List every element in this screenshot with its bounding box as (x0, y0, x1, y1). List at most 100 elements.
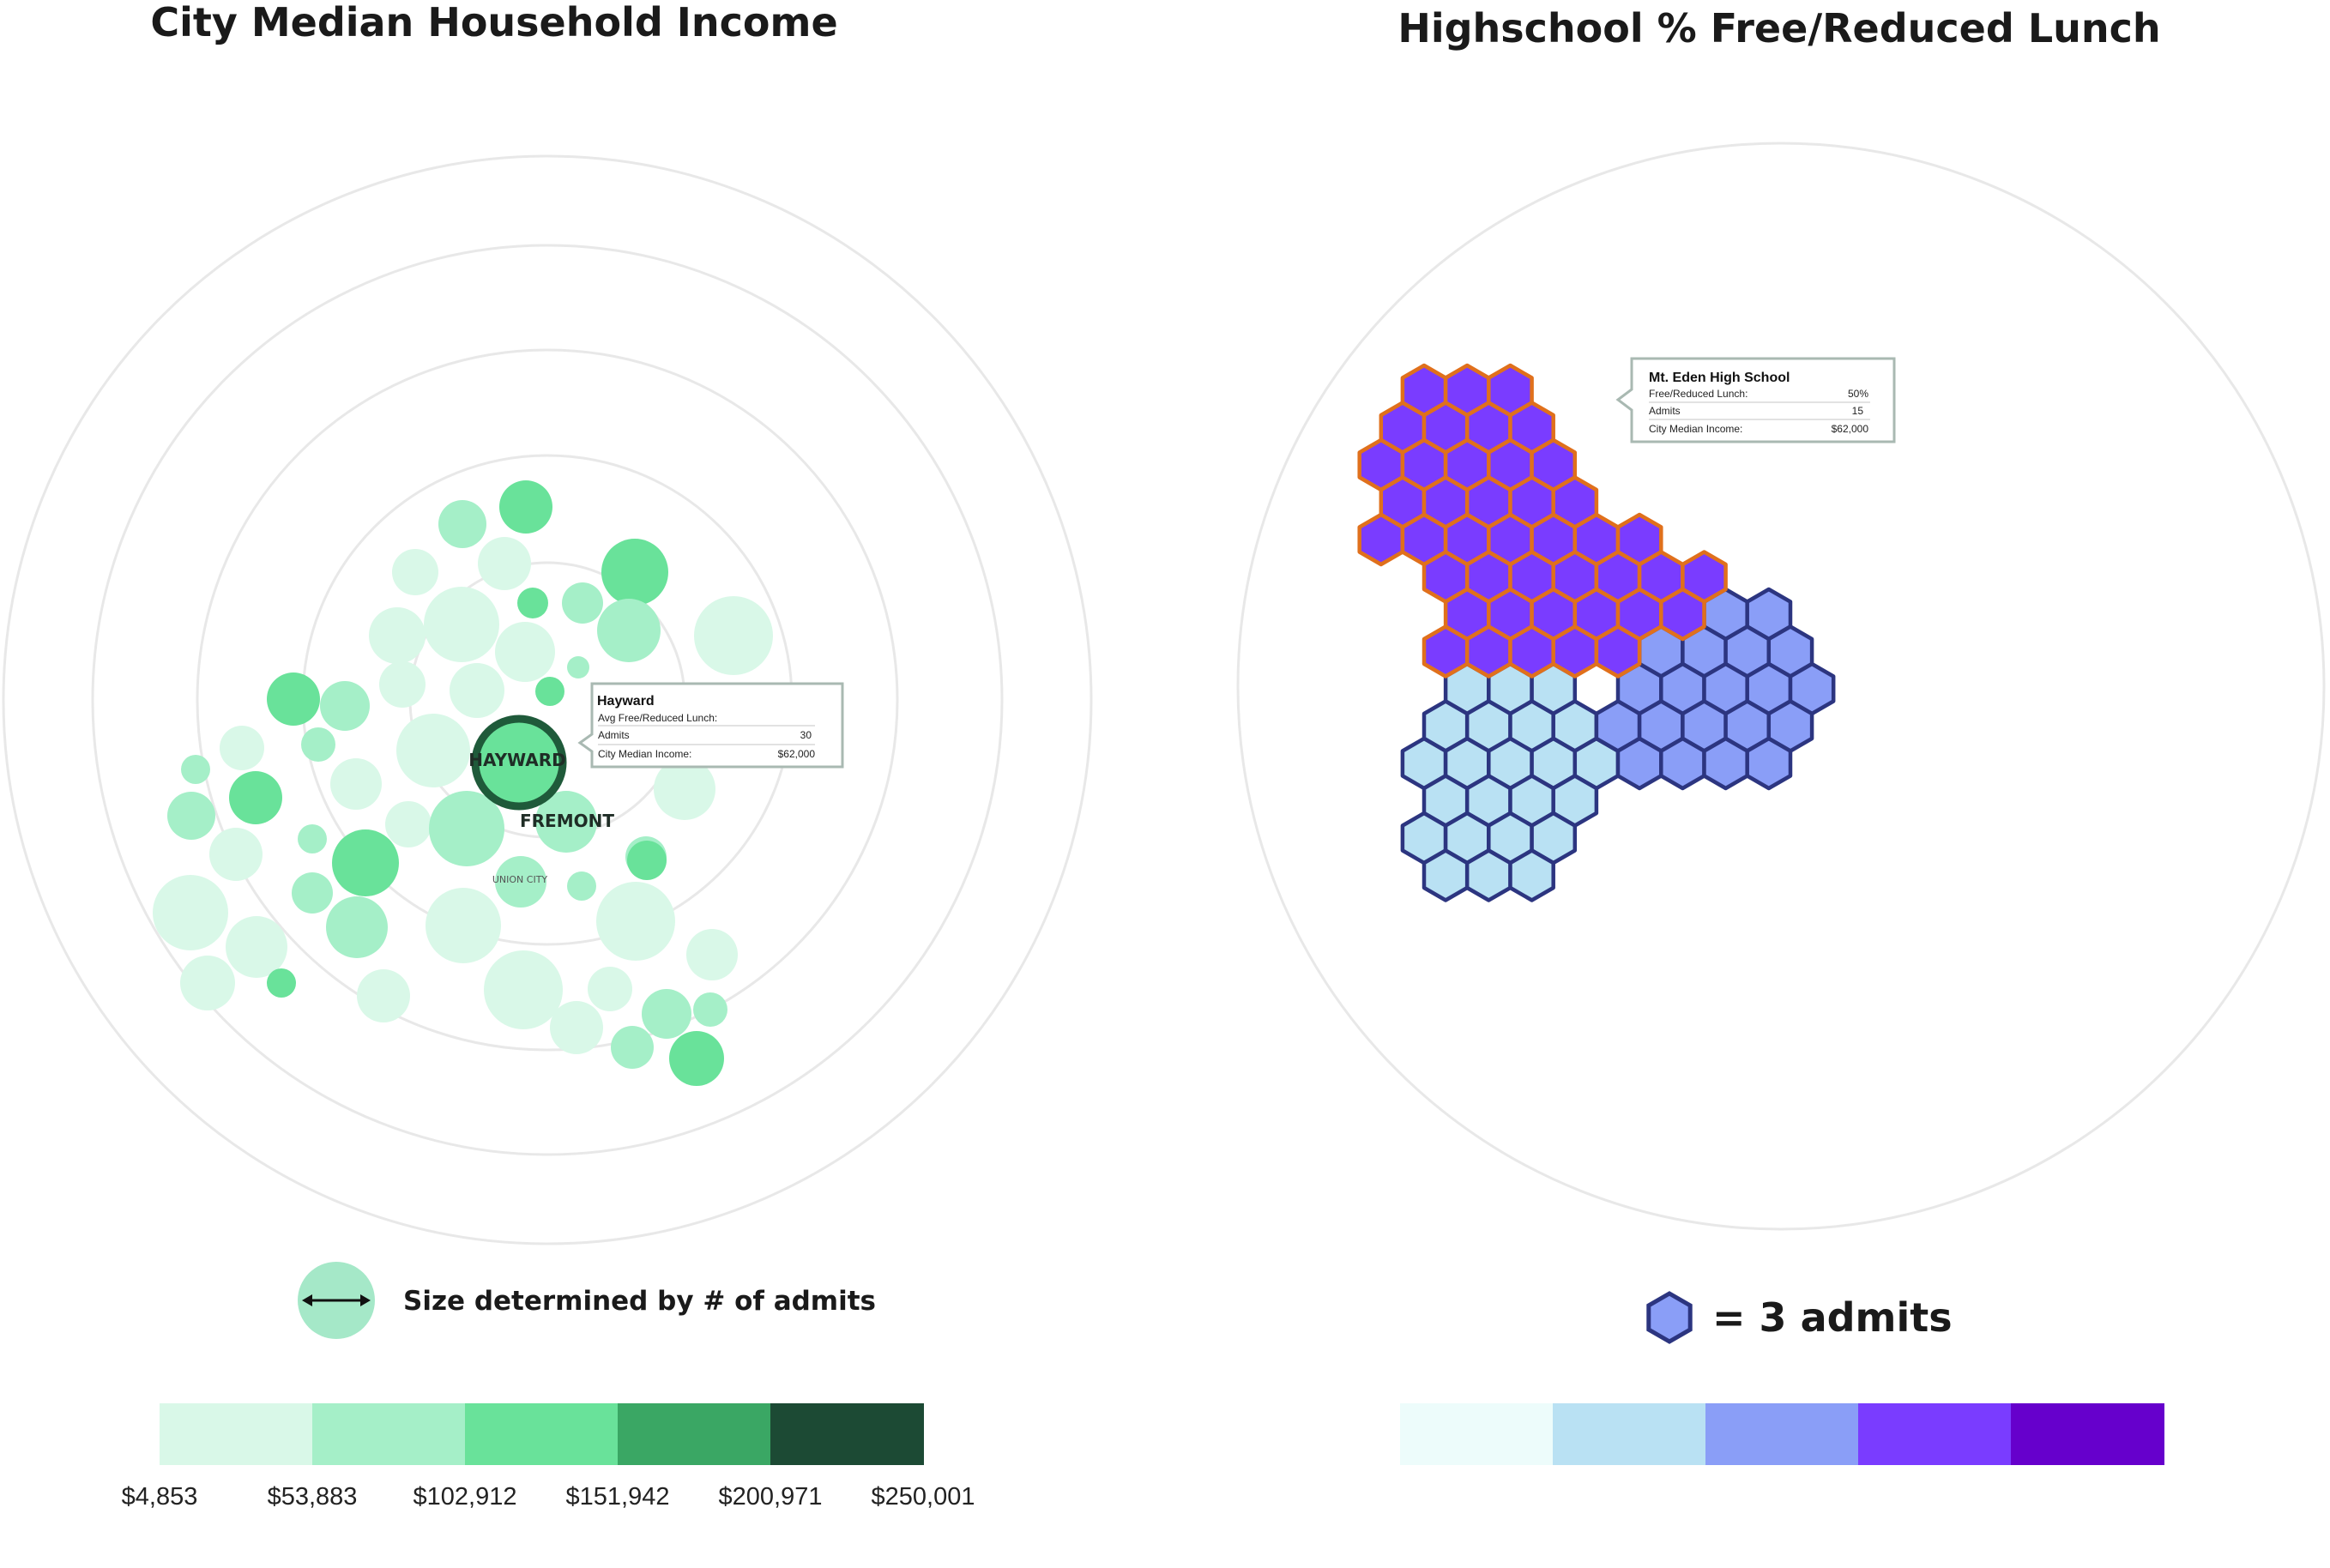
hex-group[interactable] (1594, 587, 1836, 791)
hexagon-icon (1646, 1291, 1693, 1344)
city-bubble[interactable] (326, 896, 388, 958)
city-bubble[interactable] (392, 549, 438, 595)
city-bubble[interactable] (597, 599, 661, 662)
tooltip-row-value: 30 (800, 729, 812, 741)
hexbin-cell[interactable] (1659, 736, 1706, 791)
city-bubble[interactable] (669, 1031, 724, 1086)
city-bubble[interactable] (357, 969, 410, 1022)
hexbin-cell[interactable] (1422, 624, 1470, 678)
lunch-color-legend (1400, 1403, 2164, 1465)
color-tick-label: $250,001 (872, 1483, 975, 1511)
city-bubble[interactable] (686, 929, 738, 980)
hexbin-cell[interactable] (1464, 624, 1512, 678)
city-bubble-hayward-highlighted[interactable] (471, 715, 567, 811)
hex-group[interactable] (1357, 363, 1728, 678)
city-bubble[interactable] (567, 871, 596, 901)
city-labels: HAYWARD FREMONT UNION CITY (468, 750, 614, 885)
city-bubble[interactable] (601, 539, 668, 606)
city-bubble[interactable] (298, 824, 327, 853)
hexbin-cell[interactable] (1357, 512, 1405, 567)
city-bubble[interactable] (426, 888, 501, 963)
color-bin (1705, 1403, 1859, 1465)
hexbin-cell[interactable] (1464, 848, 1512, 902)
tooltip-row-label: Admits (1649, 405, 1681, 417)
city-bubble[interactable] (596, 882, 675, 961)
hexbin-cell[interactable] (1702, 736, 1749, 791)
city-bubble[interactable] (167, 792, 215, 840)
city-bubble[interactable] (301, 727, 335, 762)
city-bubble[interactable] (550, 1001, 603, 1054)
city-bubble[interactable] (484, 950, 563, 1029)
hex-legend-label: = 3 admits (1712, 1294, 1953, 1341)
left-title: City Median Household Income (150, 0, 837, 45)
city-bubble[interactable] (209, 828, 263, 881)
color-tick-label: $102,912 (413, 1483, 517, 1511)
city-bubble[interactable] (535, 677, 564, 706)
tooltip-row-value: 15 (1852, 405, 1864, 417)
city-bubble[interactable] (562, 582, 603, 624)
city-bubble[interactable] (320, 681, 370, 731)
city-bubble[interactable] (611, 1026, 654, 1069)
color-bin (1400, 1403, 1554, 1465)
city-bubble[interactable] (332, 829, 399, 896)
city-bubble[interactable] (153, 875, 228, 950)
tooltip-row-value: $62,000 (778, 748, 816, 760)
city-bubble[interactable] (438, 500, 486, 548)
tooltip-row-label: Free/Reduced Lunch: (1649, 388, 1748, 400)
city-bubble[interactable] (180, 956, 235, 1010)
city-bubble[interactable] (181, 755, 210, 784)
hex-group[interactable] (1400, 661, 1621, 902)
city-bubble[interactable] (499, 480, 552, 534)
hexbin-cell[interactable] (1508, 624, 1555, 678)
hexbin-cell[interactable] (1659, 587, 1706, 642)
city-bubble[interactable] (424, 587, 499, 662)
tooltip-box (1615, 357, 1896, 443)
hex-legend: = 3 admits (1646, 1291, 1953, 1344)
city-bubble[interactable] (588, 967, 632, 1011)
city-bubble[interactable] (535, 791, 597, 853)
city-bubble[interactable] (478, 537, 531, 590)
left-radial-rings (2, 154, 1093, 1245)
hexbin-cell[interactable] (1615, 736, 1663, 791)
tooltip-title: Mt. Eden High School (1649, 371, 1790, 385)
city-bubble[interactable] (369, 607, 426, 664)
city-bubble[interactable] (627, 841, 667, 880)
city-bubble[interactable] (220, 726, 264, 770)
color-tick-label: $200,971 (719, 1483, 823, 1511)
city-bubble[interactable] (396, 714, 470, 787)
city-bubble[interactable] (495, 856, 546, 908)
left-panel: City Median Household Income HAYWARD FRE… (2, 0, 1093, 1511)
city-bubble[interactable] (495, 622, 555, 682)
color-bin (465, 1403, 619, 1465)
city-bubble[interactable] (330, 758, 382, 810)
hexbin-cell[interactable] (1594, 624, 1642, 678)
city-bubble[interactable] (693, 992, 727, 1027)
hexbin-cell[interactable] (1551, 624, 1599, 678)
city-bubble[interactable] (292, 872, 333, 914)
tooltip-row-label: Admits (598, 729, 630, 741)
school-tooltip: Mt. Eden High School Free/Reduced Lunch:… (1615, 357, 1896, 443)
city-bubble[interactable] (642, 989, 691, 1039)
size-legend: Size determined by # of admits (298, 1262, 876, 1339)
tooltip-row-label: City Median Income: (598, 748, 691, 760)
hexbin-cell[interactable] (1745, 736, 1793, 791)
city-bubble[interactable] (517, 588, 548, 618)
city-bubble[interactable] (379, 661, 426, 708)
city-bubble[interactable] (226, 916, 287, 978)
city-bubble[interactable] (429, 791, 504, 866)
color-bin (160, 1403, 313, 1465)
city-bubble[interactable] (450, 663, 504, 718)
city-bubble[interactable] (385, 801, 432, 847)
city-bubble[interactable] (267, 968, 296, 998)
city-bubble[interactable] (267, 672, 320, 726)
city-bubble[interactable] (567, 656, 589, 678)
city-label-hayward: HAYWARD (468, 750, 565, 770)
hexbin-cell[interactable] (1508, 848, 1555, 902)
tooltip-row-label: City Median Income: (1649, 423, 1742, 435)
city-bubble[interactable] (654, 758, 715, 820)
city-bubble[interactable] (229, 771, 282, 824)
city-bubble[interactable] (694, 596, 773, 675)
hexbin-cell[interactable] (1422, 848, 1470, 902)
right-title: Highschool % Free/Reduced Lunch (1397, 5, 2160, 51)
